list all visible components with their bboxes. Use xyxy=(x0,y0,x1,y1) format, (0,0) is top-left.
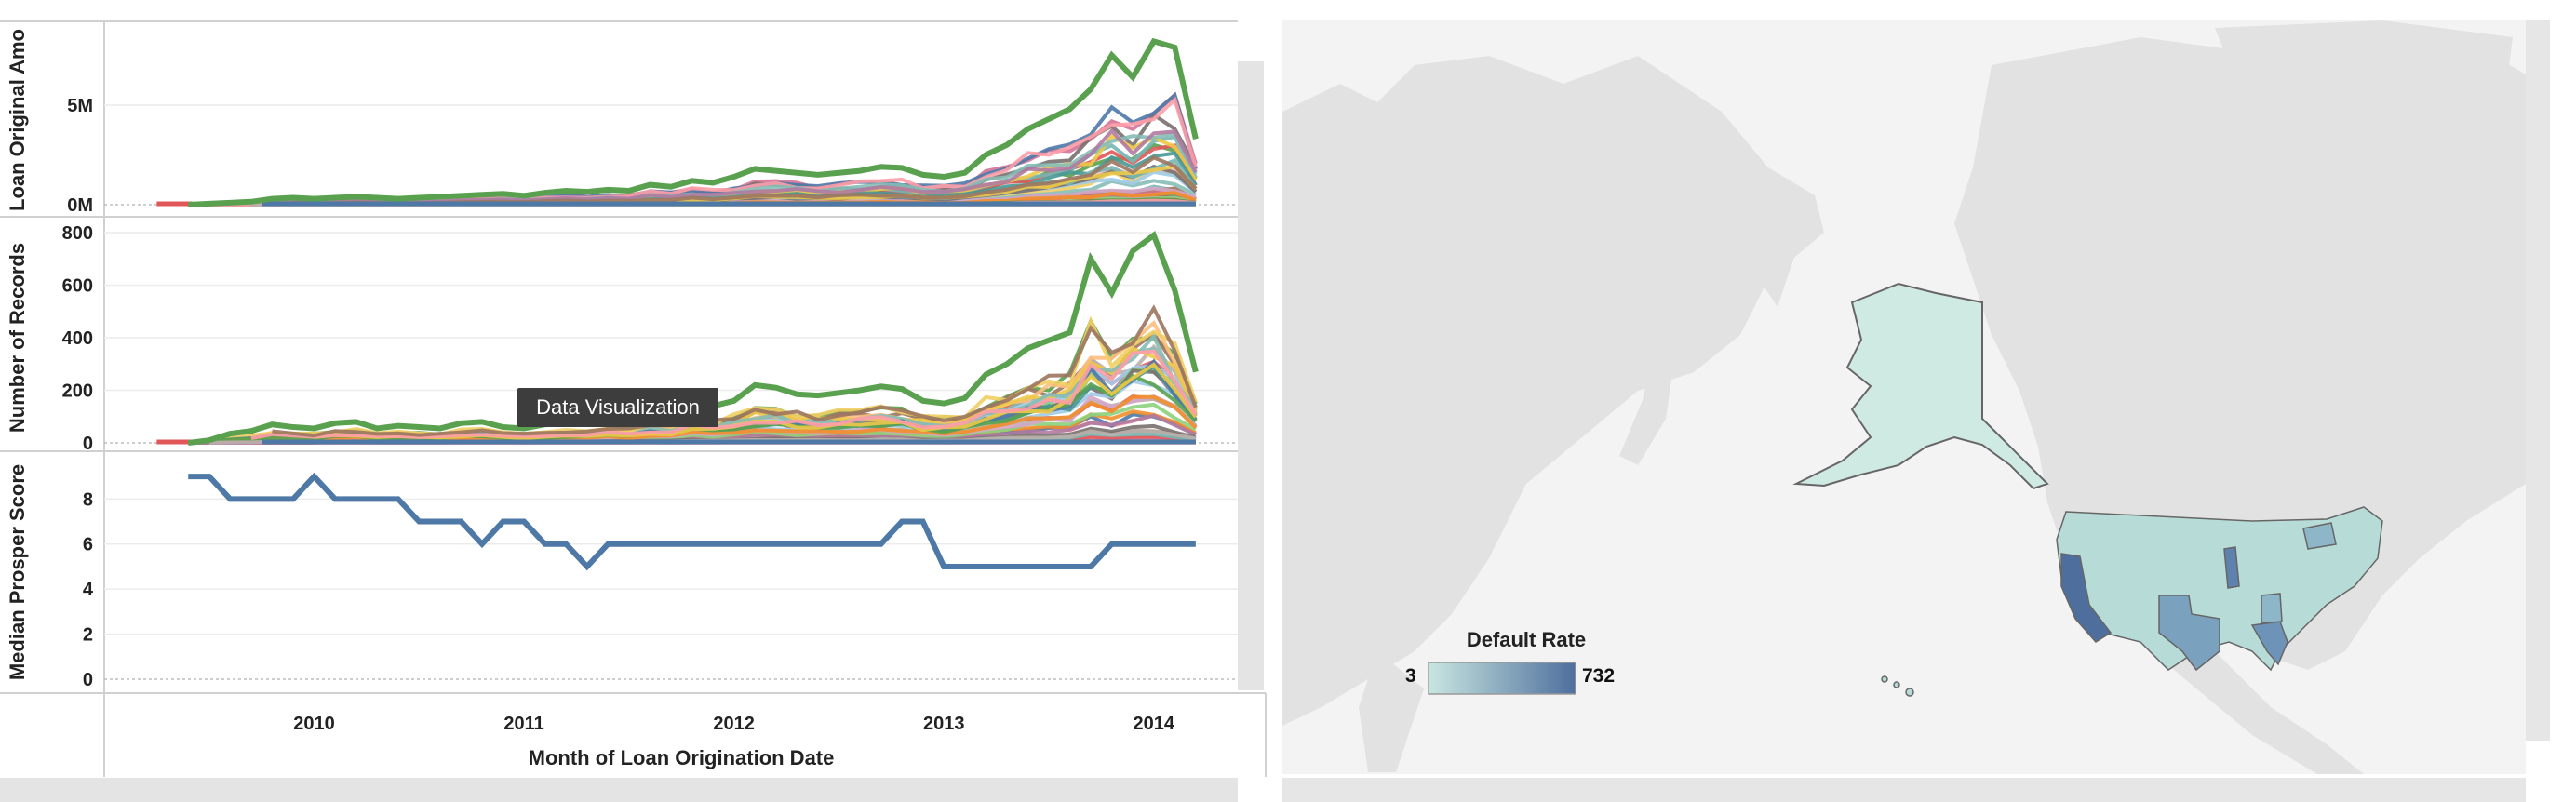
hawaii-island-1 xyxy=(1881,675,1888,683)
legend-max-label: 732 xyxy=(1582,665,1616,687)
y-axis-title: Number of Records xyxy=(6,243,29,433)
us-california xyxy=(2060,553,2113,643)
records-panel: 0 200 400 600 800 Number of Records xyxy=(6,223,1238,454)
us-georgia xyxy=(2261,593,2283,624)
y-tick-label: 800 xyxy=(62,223,93,244)
x-tick-label: 2013 xyxy=(923,714,965,734)
y-axis-title: Loan Original Amo xyxy=(6,29,29,211)
y-tick-label: 5M xyxy=(67,96,93,116)
us-texas xyxy=(2158,595,2220,672)
y-tick-label: 6 xyxy=(83,535,93,555)
us-illinois xyxy=(2223,546,2240,589)
hawaii-island-3 xyxy=(1905,688,1914,697)
y-tick-label: 600 xyxy=(62,276,93,297)
y-axis-title: Median Prosper Score xyxy=(6,464,29,680)
x-tick-label: 2010 xyxy=(293,714,335,734)
x-axis-title: Month of Loan Origination Date xyxy=(529,746,835,769)
loan-amount-panel: 0M 5M Loan Original Amo xyxy=(6,29,1238,216)
land-greenland xyxy=(2215,20,2513,223)
land-southeast-asia xyxy=(1359,651,1424,772)
legend-color-ramp xyxy=(1428,662,1576,695)
y-tick-label: 0M xyxy=(67,195,93,216)
x-tick-label: 2012 xyxy=(713,714,755,734)
series-line xyxy=(272,304,1198,438)
y-tick-label: 200 xyxy=(62,381,93,402)
series-line xyxy=(250,349,1198,440)
legend-min-label: 3 xyxy=(1405,665,1416,687)
land-asia xyxy=(1282,56,1824,726)
y-tick-label: 2 xyxy=(83,625,93,646)
alaska xyxy=(1792,282,2049,490)
land-japan xyxy=(1619,335,1675,465)
legend-title: Default Rate xyxy=(1466,628,1587,651)
y-tick-label: 4 xyxy=(83,580,94,600)
vertical-scrollbar[interactable] xyxy=(1238,61,1264,690)
x-tick-label: 2011 xyxy=(503,714,543,734)
y-tick-label: 0 xyxy=(83,670,93,690)
contiguous-us xyxy=(2056,506,2383,672)
map-panel xyxy=(1282,20,2550,802)
hawaii xyxy=(1881,675,1914,697)
land-central-america xyxy=(2140,642,2364,774)
highlight-series-line xyxy=(188,37,1199,207)
x-tick-label: 2014 xyxy=(1134,714,1175,734)
tooltip: Data Visualization xyxy=(517,388,718,427)
map-scrollbar-vertical[interactable] xyxy=(2526,20,2550,741)
hawaii-island-2 xyxy=(1893,681,1900,688)
us-new-york xyxy=(2302,522,2337,550)
y-tick-label: 0 xyxy=(83,434,93,454)
horizontal-scrollbar-left[interactable] xyxy=(0,778,1238,802)
prosper-score-panel: 0 2 4 6 8 Median Prosper Score xyxy=(6,464,1238,690)
map-scrollbar-horizontal[interactable] xyxy=(1282,778,2526,802)
y-tick-label: 400 xyxy=(62,328,93,349)
median-score-line xyxy=(188,472,1196,571)
y-tick-label: 8 xyxy=(83,489,93,510)
x-axis: 2010 2011 2012 2013 2014 Month of Loan Origin… xyxy=(293,714,1175,769)
land-kamchatka xyxy=(1722,167,1796,307)
land-masses xyxy=(1282,20,2526,774)
